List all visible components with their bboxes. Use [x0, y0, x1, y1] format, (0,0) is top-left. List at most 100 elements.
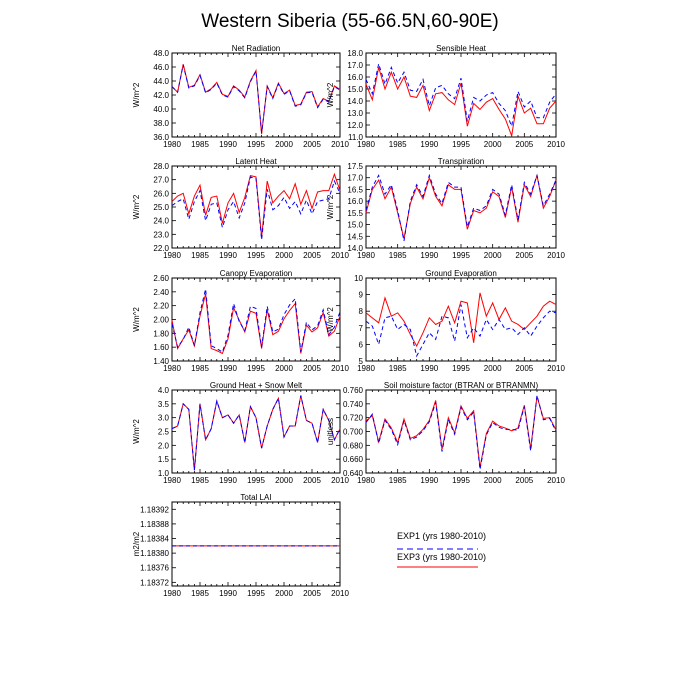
- y-tick-label: 1.0: [158, 469, 170, 478]
- x-tick-label: 1990: [420, 251, 438, 260]
- y-tick-label: 2.20: [153, 302, 169, 311]
- x-tick-label: 1990: [219, 476, 237, 485]
- y-tick-label: 40.0: [153, 105, 169, 114]
- panels-group: Net Radiation 1980 1985 1990 1995 2000 2005 201…: [132, 44, 565, 598]
- x-tick-label: 2000: [484, 251, 502, 260]
- x-tick-label: 1980: [357, 140, 375, 149]
- y-tick-label: 0.760: [343, 386, 364, 395]
- x-tick-label: 1985: [191, 476, 209, 485]
- x-tick-label: 1980: [163, 251, 181, 260]
- y-tick-label: 28.0: [153, 162, 169, 171]
- y-axis-label: W/m^2: [326, 194, 335, 219]
- x-tick-label: 1980: [357, 251, 375, 260]
- x-tick-label: 2010: [331, 140, 349, 149]
- y-tick-label: 17.5: [347, 162, 363, 171]
- panel-frame: [365, 52, 557, 138]
- y-tick-label: 2.00: [153, 316, 169, 325]
- x-tick-label: 1985: [389, 140, 407, 149]
- y-tick-label: 14.0: [347, 244, 363, 253]
- y-tick-label: 18.0: [347, 49, 363, 58]
- y-tick-label: 42.0: [153, 91, 169, 100]
- panel-frame: [365, 389, 557, 474]
- y-tick-label: 0.680: [343, 441, 364, 450]
- y-tick-label: 14.0: [347, 97, 363, 106]
- y-tick-label: 1.60: [153, 343, 169, 352]
- y-tick-label: 17.0: [347, 61, 363, 70]
- y-tick-label: 6: [359, 340, 364, 349]
- x-tick-label: 1995: [452, 364, 470, 373]
- x-tick-label: 1990: [219, 364, 237, 373]
- y-tick-label: 7: [359, 324, 364, 333]
- x-tick-label: 2010: [331, 589, 349, 598]
- x-tick-label: 2005: [303, 476, 321, 485]
- x-tick-label: 1985: [191, 251, 209, 260]
- panel-title: Latent Heat: [235, 157, 277, 166]
- x-tick-label: 1995: [247, 140, 265, 149]
- x-tick-label: 1985: [389, 364, 407, 373]
- panel-9: Total LAI 1980 1985 1990 1995 2000 2005 2010 1.1…: [132, 493, 349, 598]
- x-tick-label: 2005: [303, 589, 321, 598]
- y-tick-label: 0.640: [343, 469, 364, 478]
- y-tick-label: 9: [359, 291, 364, 300]
- x-tick-label: 2005: [303, 251, 321, 260]
- x-tick-label: 1995: [452, 251, 470, 260]
- panel-frame: [171, 52, 341, 138]
- y-tick-label: 0.740: [343, 400, 364, 409]
- x-tick-label: 1990: [420, 140, 438, 149]
- x-tick-label: 2000: [484, 476, 502, 485]
- y-tick-label: 48.0: [153, 49, 169, 58]
- series-exp1-line: [365, 61, 557, 128]
- y-tick-label: 1.18392: [140, 505, 169, 514]
- panel-4: Transpiration 1980 1985 1990 1995 2000 2005 201…: [326, 157, 565, 260]
- y-axis-label: m2/m2: [132, 531, 141, 556]
- series-exp3-line: [171, 172, 341, 238]
- y-tick-label: 16.0: [347, 197, 363, 206]
- y-tick-label: 8: [359, 307, 364, 316]
- y-tick-label: 0.660: [343, 455, 364, 464]
- y-tick-label: 17.0: [347, 174, 363, 183]
- x-tick-label: 2010: [331, 364, 349, 373]
- x-tick-label: 1980: [163, 140, 181, 149]
- x-tick-label: 2005: [515, 251, 533, 260]
- x-tick-label: 2010: [331, 251, 349, 260]
- panel-title: Transpiration: [438, 157, 484, 166]
- y-tick-label: 5: [359, 357, 364, 366]
- x-tick-label: 2005: [303, 364, 321, 373]
- x-tick-label: 2005: [303, 140, 321, 149]
- x-tick-label: 1985: [389, 476, 407, 485]
- series-exp1-line: [365, 173, 557, 242]
- y-tick-label: 1.18380: [140, 549, 169, 558]
- x-tick-label: 2010: [547, 364, 565, 373]
- x-tick-label: 1995: [452, 476, 470, 485]
- x-tick-label: 2005: [515, 476, 533, 485]
- panel-8: Soil moisture factor (BTRAN or BTRANMN) 1…: [326, 381, 565, 485]
- y-tick-label: 2.5: [158, 428, 170, 437]
- y-axis-label: W/m^2: [132, 194, 141, 219]
- y-tick-label: 14.5: [347, 232, 363, 241]
- y-tick-label: 2.0: [158, 441, 170, 450]
- panel-title: Total LAI: [240, 493, 271, 502]
- y-tick-label: 15.0: [347, 85, 363, 94]
- x-tick-label: 2010: [547, 251, 565, 260]
- series-exp1-line: [171, 288, 341, 353]
- y-tick-label: 1.18388: [140, 520, 169, 529]
- x-tick-label: 1995: [452, 140, 470, 149]
- panel-title: Sensible Heat: [436, 44, 487, 53]
- x-tick-label: 1995: [247, 251, 265, 260]
- legend-exp1-label: EXP1 (yrs 1980-2010): [397, 531, 486, 541]
- y-tick-label: 36.0: [153, 133, 169, 142]
- x-tick-label: 1995: [247, 476, 265, 485]
- x-tick-label: 2010: [547, 476, 565, 485]
- series-exp1-line: [171, 64, 341, 133]
- panel-1: Net Radiation 1980 1985 1990 1995 2000 2005 201…: [132, 44, 349, 149]
- legend: EXP1 (yrs 1980-2010) EXP3 (yrs 1980-2010…: [397, 531, 486, 568]
- series-exp3-line: [171, 293, 341, 355]
- x-tick-label: 1980: [357, 364, 375, 373]
- x-tick-label: 2000: [275, 140, 293, 149]
- x-tick-label: 2000: [484, 364, 502, 373]
- x-tick-label: 2000: [275, 589, 293, 598]
- panel-6: Ground Evaporation 1980 1985 1990 1995 2000 20…: [326, 269, 565, 373]
- series-exp1-line: [365, 304, 557, 358]
- y-tick-label: 1.18372: [140, 578, 169, 587]
